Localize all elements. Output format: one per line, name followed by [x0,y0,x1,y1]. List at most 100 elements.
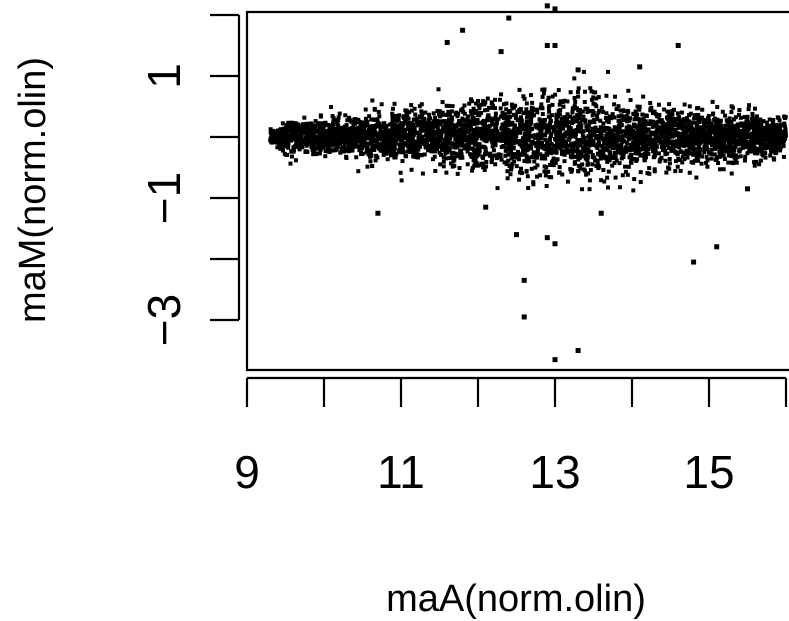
y-tick-label: −3 [138,294,190,346]
data-point [489,119,494,124]
data-point [432,124,437,129]
data-point [729,125,734,130]
data-point [629,152,634,157]
data-point [329,127,334,132]
data-point [458,155,463,160]
data-point [549,141,554,146]
data-point [583,143,588,148]
data-point [288,161,293,166]
data-point [592,155,597,160]
data-point [590,126,595,131]
data-point [749,137,754,142]
data-point [469,99,474,104]
data-point [481,118,486,123]
data-point [344,146,349,151]
data-point [440,129,445,134]
data-point [657,126,662,131]
data-point [544,130,549,135]
data-point [293,158,298,163]
data-point [568,135,573,140]
data-point [515,153,520,158]
data-point [490,139,495,144]
data-point [545,140,550,145]
data-point [363,116,368,121]
data-point [300,126,305,131]
data-point [505,176,510,181]
data-point [530,106,535,111]
data-point [628,160,633,165]
data-point [482,102,487,107]
data-point [709,137,714,142]
data-point [335,120,340,125]
data-point [539,102,544,107]
data-point [517,170,522,175]
data-point [681,142,686,147]
data-point [678,149,683,154]
data-point [433,115,438,120]
data-point [419,136,424,141]
data-point [602,179,607,184]
data-point [693,113,698,118]
data-point [539,133,544,138]
data-point [583,148,588,153]
data-point [438,162,443,167]
data-point [326,142,331,147]
data-point [744,129,749,134]
data-point [627,128,632,133]
data-point [479,126,484,131]
data-point [311,134,316,139]
data-point [721,143,726,148]
data-point [653,148,658,153]
data-point [717,167,722,172]
data-point [540,118,545,123]
data-point [551,129,556,134]
data-point [777,118,782,123]
data-point [581,135,586,140]
data-point [618,108,623,113]
data-point [434,118,439,123]
data-point [732,117,737,122]
data-point [510,161,515,166]
data-point [457,118,462,123]
data-point [509,165,514,170]
data-point [542,164,547,169]
data-point [656,151,661,156]
data-point [449,161,454,166]
data-point [727,135,732,140]
data-point [511,155,516,160]
data-point [455,171,460,176]
data-point [357,148,362,153]
data-point [697,147,702,152]
data-point [437,150,442,155]
data-point [517,140,522,145]
data-point [619,113,624,118]
data-point [612,150,617,155]
data-point [733,159,738,164]
data-point [419,102,424,107]
data-point [576,94,581,99]
data-point [409,108,414,113]
data-point [283,134,288,139]
data-point [345,118,350,123]
data-point [318,147,323,152]
data-point [742,141,747,146]
data-point [738,147,743,152]
data-point [696,105,701,110]
data-point [715,105,720,110]
data-point [390,138,395,143]
data-point [577,121,582,126]
data-point [440,100,445,105]
data-point [542,169,547,174]
data-point [285,125,290,130]
data-point [718,141,723,146]
data-point [466,142,471,147]
data-point [539,156,544,161]
data-point [621,133,626,138]
data-point [714,141,719,146]
data-point [686,122,691,127]
data-point [447,148,452,153]
data-point [408,138,413,143]
data-point [712,146,717,151]
data-point [334,147,339,152]
data-point [595,117,600,122]
